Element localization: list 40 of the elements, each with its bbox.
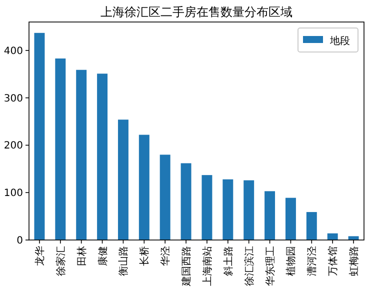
x-tick-label: 徐家汇 [54, 246, 67, 276]
bar [244, 180, 254, 240]
x-tick-label: 万体馆 [327, 246, 340, 276]
bar [97, 74, 108, 240]
bar [222, 179, 234, 240]
bar [264, 191, 276, 240]
y-tick-label: 200 [4, 140, 23, 152]
x-tick-label: 徐汇滨江 [243, 246, 256, 286]
bar [327, 233, 338, 240]
bar [306, 212, 317, 240]
y-tick-label: 400 [4, 46, 23, 57]
x-tick-label: 田林 [76, 246, 88, 266]
bar [34, 32, 45, 240]
y-tick-label: 100 [4, 188, 23, 200]
x-tick-label: 植物园 [285, 246, 298, 276]
bar [202, 175, 212, 240]
x-tick-label: 衡山路 [118, 246, 130, 276]
x-tick-label: 漕河泾 [306, 246, 318, 276]
x-tick-label: 上海南站 [201, 246, 214, 286]
bar [160, 154, 170, 240]
x-tick-label: 华东理工 [264, 246, 276, 286]
x-tick-label: 虹梅路 [348, 246, 360, 276]
bar [348, 236, 359, 240]
x-tick-label: 华泾 [160, 246, 172, 266]
x-tick-label: 建国西路 [180, 246, 193, 287]
x-tick-label: 长桥 [138, 246, 151, 266]
legend: 地段 [298, 28, 358, 52]
y-tick-label: 0 [16, 236, 23, 246]
bar [138, 134, 150, 240]
bar [180, 163, 192, 240]
legend-label: 地段 [329, 35, 350, 47]
x-tick-label: 斜土路 [222, 246, 234, 276]
y-tick-label: 300 [4, 93, 23, 104]
bar [118, 120, 128, 240]
x-tick-label: 龙华 [34, 246, 46, 266]
bar [76, 70, 87, 240]
bar [285, 198, 296, 240]
chart-title: 上海徐汇区二手房在售数量分布区域 [100, 5, 292, 19]
bar [55, 58, 66, 240]
x-tick-label: 康健 [96, 246, 109, 266]
